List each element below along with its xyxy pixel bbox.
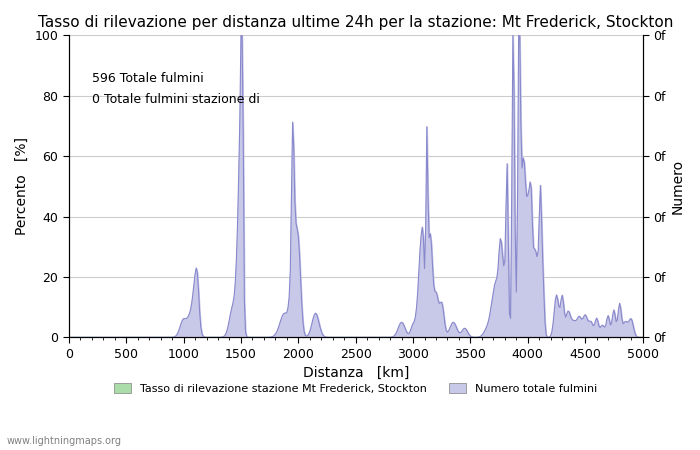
X-axis label: Distanza   [km]: Distanza [km] (302, 366, 409, 380)
Text: 596 Totale fulmini: 596 Totale fulmini (92, 72, 204, 85)
Text: 0 Totale fulmini stazione di: 0 Totale fulmini stazione di (92, 93, 260, 106)
Y-axis label: Numero: Numero (671, 159, 685, 214)
Text: www.lightningmaps.org: www.lightningmaps.org (7, 436, 122, 446)
Title: Tasso di rilevazione per distanza ultime 24h per la stazione: Mt Frederick, Stoc: Tasso di rilevazione per distanza ultime… (38, 15, 673, 30)
Legend: Tasso di rilevazione stazione Mt Frederick, Stockton, Numero totale fulmini: Tasso di rilevazione stazione Mt Frederi… (110, 378, 601, 398)
Y-axis label: Percento   [%]: Percento [%] (15, 137, 29, 235)
